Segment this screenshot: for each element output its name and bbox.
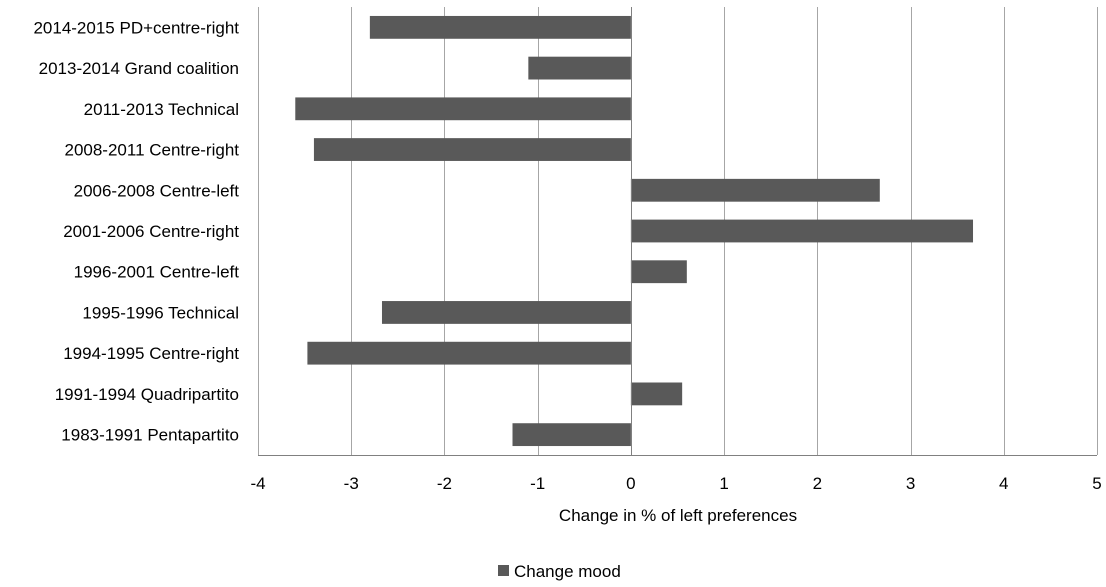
legend: Change mood <box>498 562 621 581</box>
category-label: 2011-2013 Technical <box>84 100 239 119</box>
tick-labels: -4 -3 -2 -1 0 1 2 3 4 5 <box>250 474 1101 493</box>
x-tick-label: 5 <box>1092 474 1101 493</box>
x-tick-label: -1 <box>530 474 545 493</box>
category-label: 2014-2015 PD+centre-right <box>33 18 239 37</box>
category-label: 1983-1991 Pentapartito <box>61 426 239 445</box>
bars <box>295 15 974 447</box>
x-tick-label: 2 <box>813 474 822 493</box>
category-labels: 2014-2015 PD+centre-right 2013-2014 Grand… <box>33 18 239 444</box>
x-tick-label: 0 <box>626 474 635 493</box>
x-tick-label: 4 <box>999 474 1008 493</box>
axes <box>258 7 1097 456</box>
bar <box>630 219 974 243</box>
bar <box>381 301 631 324</box>
category-label: 2013-2014 Grand coalition <box>39 59 239 78</box>
bar <box>630 260 687 284</box>
bar <box>295 97 631 121</box>
legend-swatch <box>498 565 509 576</box>
bar <box>630 382 683 406</box>
bar <box>369 15 631 39</box>
category-label: 2006-2008 Centre-left <box>74 181 240 200</box>
category-label: 2008-2011 Centre-right <box>64 141 239 160</box>
x-tick-label: -2 <box>437 474 452 493</box>
x-axis-title: Change in % of left preferences <box>559 506 797 525</box>
bar <box>528 56 631 80</box>
x-tick-label: -3 <box>344 474 359 493</box>
x-tick-label: -4 <box>250 474 265 493</box>
category-label: 1996-2001 Centre-left <box>74 263 240 282</box>
category-label: 2001-2006 Centre-right <box>63 222 239 241</box>
bar <box>307 341 631 365</box>
bar <box>512 423 631 447</box>
bar <box>630 178 880 202</box>
category-label: 1991-1994 Quadripartito <box>55 385 239 404</box>
legend-label: Change mood <box>514 562 621 581</box>
x-tick-label: 3 <box>906 474 915 493</box>
category-label: 1995-1996 Technical <box>82 303 239 322</box>
bar <box>313 138 631 161</box>
x-tick-label: 1 <box>719 474 728 493</box>
category-label: 1994-1995 Centre-right <box>63 344 239 363</box>
